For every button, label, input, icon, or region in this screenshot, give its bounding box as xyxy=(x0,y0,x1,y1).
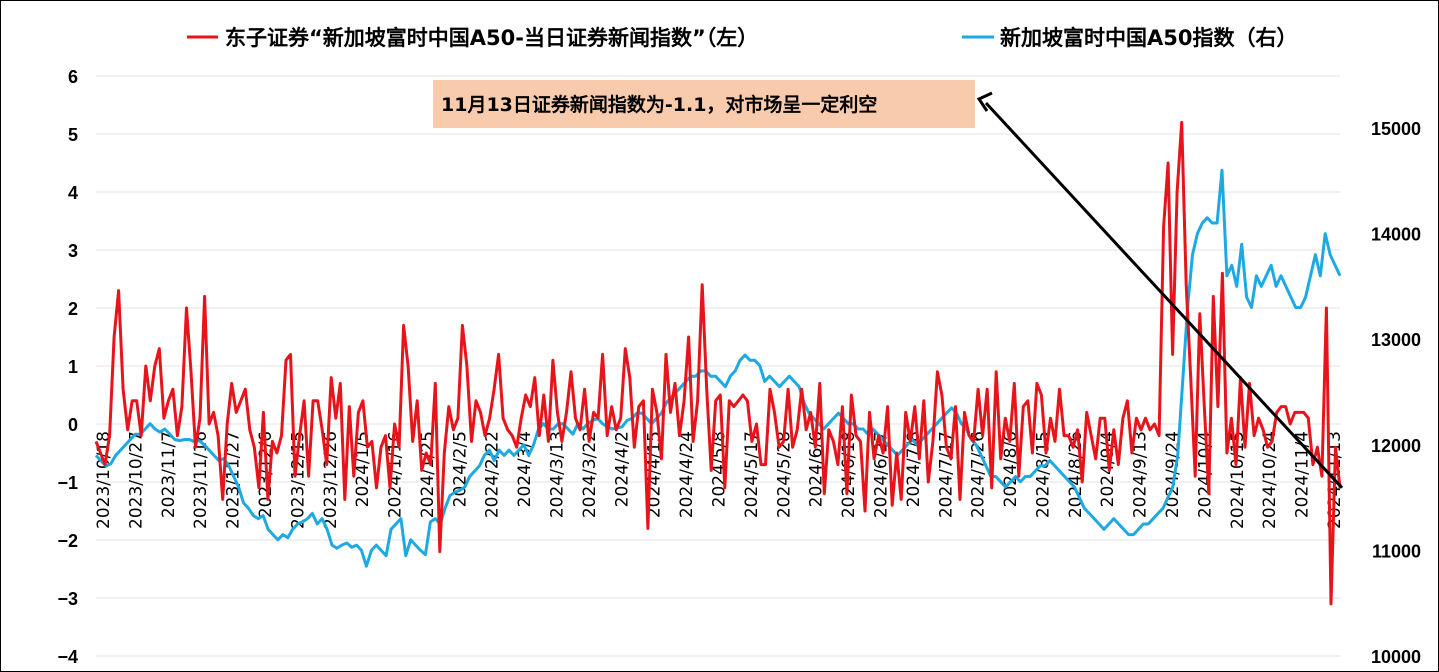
x-tick-label: 2023/10/18 xyxy=(94,431,114,529)
series-line-news-index xyxy=(94,120,1342,606)
x-tick-label: 2023/10/27 xyxy=(126,431,146,529)
left-tick-label: −2 xyxy=(57,531,78,551)
legend-label-news-index: 东子证券“新加坡富时中国A50-当日证券新闻指数”（左） xyxy=(225,26,758,50)
left-tick-label: −3 xyxy=(57,589,78,609)
x-tick-label: 2024/4/24 xyxy=(677,431,697,518)
right-tick-label: 11000 xyxy=(1372,541,1421,561)
x-tick-label: 2024/7/26 xyxy=(969,431,989,518)
x-tick-label: 2024/3/22 xyxy=(580,431,600,518)
annotation: 11月13日证券新闻指数为-1.1，对市场呈一定利空 xyxy=(433,80,1344,489)
x-tick-label: 2024/1/5 xyxy=(353,431,373,507)
right-tick-label: 13000 xyxy=(1371,330,1421,350)
x-tick-label: 2024/10/15 xyxy=(1228,431,1248,529)
left-tick-label: −1 xyxy=(57,473,78,493)
x-tick-label: 2024/10/24 xyxy=(1260,431,1280,529)
series-layer xyxy=(94,120,1342,606)
left-tick-label: 1 xyxy=(68,357,78,377)
right-tick-label: 14000 xyxy=(1371,225,1421,245)
left-tick-label: 6 xyxy=(68,67,78,87)
annotation-arrowhead-start xyxy=(976,91,993,112)
left-axis: −4 −3 −2 −1 0 1 2 3 4 5 6 xyxy=(57,67,78,667)
annotation-box xyxy=(433,80,975,128)
x-tick-label: 2024/2/22 xyxy=(483,431,503,518)
x-tick-label: 2024/9/13 xyxy=(1131,431,1151,518)
left-tick-label: 4 xyxy=(68,183,78,203)
x-tick-label: 2024/5/28 xyxy=(774,431,794,518)
left-tick-label: 5 xyxy=(68,125,78,145)
left-tick-label: 0 xyxy=(68,415,78,435)
annotation-text: 11月13日证券新闻指数为-1.1，对市场呈一定利空 xyxy=(441,93,877,116)
legend-label-a50-index: 新加坡富时中国A50指数（右） xyxy=(1000,26,1297,50)
x-tick-label: 2024/2/5 xyxy=(450,431,470,507)
x-tick-label: 2024/8/15 xyxy=(1033,431,1053,518)
legend: 东子证券“新加坡富时中国A50-当日证券新闻指数”（左） 新加坡富时中国A50指… xyxy=(187,26,1297,50)
right-tick-label: 15000 xyxy=(1371,119,1421,139)
right-axis: 10000 11000 12000 13000 14000 15000 xyxy=(1371,119,1421,667)
x-tick-label: 2023/11/16 xyxy=(191,431,211,529)
right-tick-label: 12000 xyxy=(1371,436,1421,456)
x-tick-label: 2024/5/17 xyxy=(742,431,762,518)
annotation-arrow xyxy=(984,101,1344,489)
right-tick-label: 10000 xyxy=(1371,647,1421,667)
left-tick-label: −4 xyxy=(57,647,78,667)
x-tick-label: 2023/11/27 xyxy=(224,431,244,529)
x-tick-label: 2023/11/7 xyxy=(159,431,179,518)
x-tick-label: 2024/1/16 xyxy=(386,431,406,518)
grid-lines xyxy=(96,75,1340,657)
left-tick-label: 2 xyxy=(68,299,78,319)
series-line-a50-index xyxy=(94,168,1342,568)
x-tick-label: 2024/4/2 xyxy=(612,431,632,507)
x-tick-label: 2024/1/25 xyxy=(418,431,438,518)
x-tick-label: 2024/3/13 xyxy=(548,431,568,518)
left-tick-label: 3 xyxy=(68,241,78,261)
